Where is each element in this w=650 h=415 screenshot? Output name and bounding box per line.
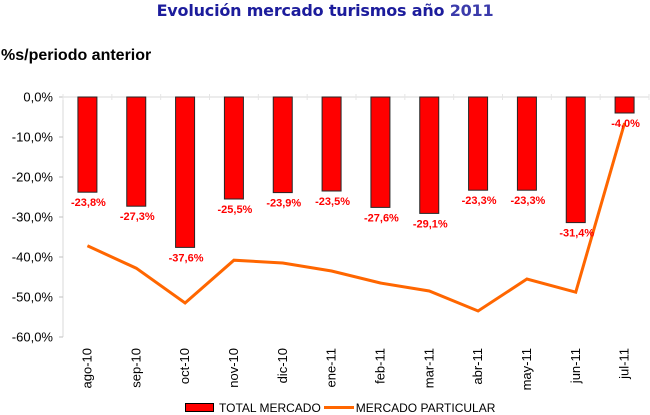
chart-plot: 0,0% -10,0% -20,0% -30,0% -40,0% -50,0% -60,0%… bbox=[12, 90, 650, 390]
bar bbox=[419, 96, 440, 214]
data-label: -37,6% bbox=[169, 252, 204, 264]
legend-swatch-total-mercado bbox=[185, 403, 214, 412]
bar bbox=[370, 96, 391, 208]
x-tick-label: ene-11 bbox=[324, 348, 339, 388]
x-tick-label: oct-10 bbox=[177, 348, 192, 384]
x-tick-label: dic-10 bbox=[275, 348, 290, 383]
y-tick-label: -60,0% bbox=[12, 330, 54, 345]
axes: 0,0% -10,0% -20,0% -30,0% -40,0% -50,0% -60,0%… bbox=[12, 90, 650, 390]
bar bbox=[468, 96, 489, 191]
x-tick-label: mar-11 bbox=[421, 348, 436, 388]
y-tick-label: -40,0% bbox=[12, 250, 54, 265]
data-label: -23,9% bbox=[266, 198, 301, 210]
bar bbox=[565, 96, 586, 224]
data-label: -23,3% bbox=[510, 195, 545, 207]
data-label: -23,8% bbox=[71, 197, 106, 209]
legend-swatch-mercado-particular bbox=[323, 406, 354, 409]
legend-label-total-mercado: TOTAL MERCADO bbox=[219, 400, 321, 415]
x-tick-label: ago-10 bbox=[79, 348, 94, 388]
y-tick-label: -50,0% bbox=[12, 290, 54, 305]
x-tick-label: sep-10 bbox=[128, 348, 143, 388]
data-label: -27,6% bbox=[364, 212, 399, 224]
bar-series bbox=[77, 96, 635, 248]
data-label: -27,3% bbox=[120, 211, 155, 223]
data-label: -29,1% bbox=[413, 218, 448, 230]
line-mercado-particular bbox=[86, 122, 627, 313]
bar bbox=[516, 96, 537, 191]
x-tick-label: jul-11 bbox=[617, 348, 632, 380]
x-tick-label: jun-11 bbox=[568, 348, 583, 384]
chart-title-text: Evolución mercado turismos año bbox=[156, 1, 445, 20]
bar bbox=[614, 96, 635, 114]
y-tick-label: -10,0% bbox=[12, 130, 54, 145]
legend: TOTAL MERCADO MERCADO PARTICULAR bbox=[185, 400, 495, 415]
data-label: -23,5% bbox=[315, 196, 350, 208]
y-axis-title: %s/periodo anterior bbox=[1, 47, 152, 64]
bar bbox=[321, 96, 342, 192]
bar bbox=[77, 96, 98, 193]
bar bbox=[126, 96, 147, 207]
y-tick-label: -20,0% bbox=[12, 170, 54, 185]
x-tick-label: nov-10 bbox=[226, 348, 241, 388]
bar bbox=[175, 96, 196, 248]
data-label: -31,4% bbox=[559, 228, 594, 240]
chart-title: Evolución mercado turismos año 2011 bbox=[0, 1, 650, 20]
bar bbox=[272, 96, 293, 194]
data-label: -23,3% bbox=[462, 195, 497, 207]
line-series bbox=[86, 122, 627, 313]
x-tick-label: abr-11 bbox=[470, 348, 485, 385]
data-label: -4,0% bbox=[611, 118, 640, 130]
y-tick-label: -30,0% bbox=[12, 210, 54, 225]
y-tick-label: 0,0% bbox=[23, 90, 53, 105]
x-tick-label: feb-11 bbox=[372, 348, 387, 384]
data-label: -25,5% bbox=[217, 204, 252, 216]
bar bbox=[223, 96, 244, 200]
chart-title-year: 2011 bbox=[449, 1, 494, 20]
x-tick-label: may-11 bbox=[519, 348, 534, 390]
data-labels: -23,8% -27,3% -37,6% -25,5% -23,9% -23,5% -27,… bbox=[71, 118, 640, 264]
legend-label-mercado-particular: MERCADO PARTICULAR bbox=[355, 400, 496, 415]
